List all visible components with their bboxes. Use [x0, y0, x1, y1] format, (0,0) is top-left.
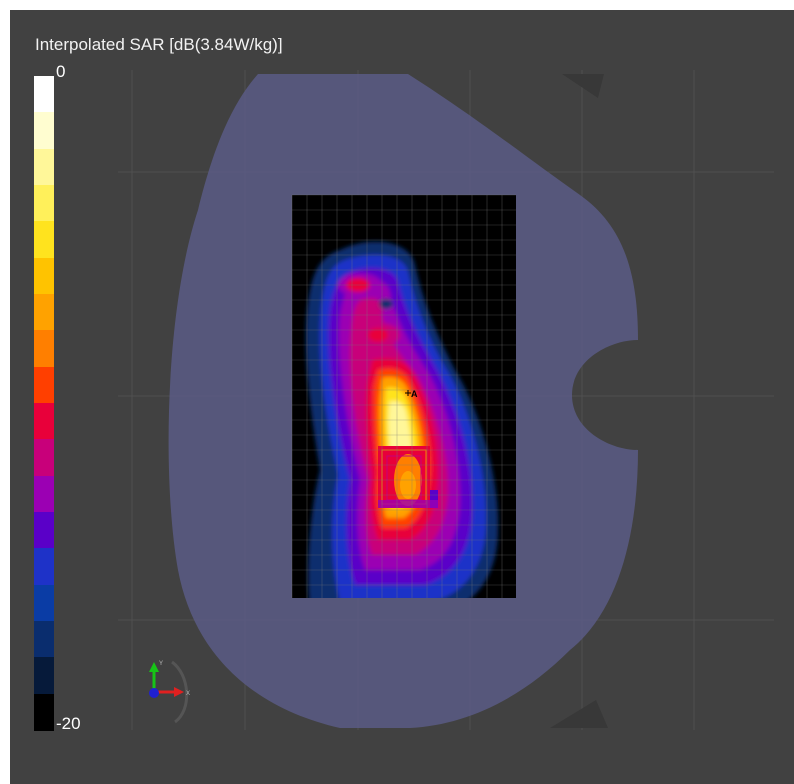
- scan-grid: [291, 194, 516, 598]
- colorbar-swatch: [34, 185, 54, 222]
- colorbar-swatch: [34, 76, 54, 113]
- colorbar-swatch: [34, 330, 54, 368]
- colorbar-swatch: [34, 693, 54, 731]
- colorbar-swatch: [34, 112, 54, 150]
- colorbar-swatch: [34, 366, 54, 404]
- colorbar-swatch: [34, 294, 54, 331]
- svg-text:A: A: [411, 389, 418, 399]
- colorbar-swatch: [34, 657, 54, 695]
- colorbar-swatch: [34, 512, 54, 549]
- sar-viewport[interactable]: A Y X Interpolated SAR [dB(3.84W/kg)] 0 …: [10, 10, 794, 784]
- colorbar-swatch: [34, 621, 54, 658]
- colorbar-swatch: [34, 439, 54, 477]
- colorbar-swatch: [34, 148, 54, 186]
- chart-title: Interpolated SAR [dB(3.84W/kg)]: [35, 35, 283, 54]
- shadow-bottom: [550, 700, 608, 728]
- marker-a: A: [405, 389, 418, 399]
- colorbar-swatch: [34, 548, 54, 586]
- shadow-top: [562, 74, 604, 98]
- colorbar-swatch: [34, 221, 54, 259]
- xyz-axis-icon[interactable]: Y X: [149, 660, 190, 724]
- colorbar-swatch: [34, 475, 54, 513]
- colorbar-min-label: -20: [56, 714, 81, 733]
- colorbar-max-label: 0: [56, 62, 66, 81]
- sar-scene: A Y X: [118, 70, 774, 730]
- svg-text:X: X: [186, 691, 190, 697]
- colorbar-swatch: [34, 584, 54, 622]
- colorbar-swatch: [34, 257, 54, 295]
- svg-text:Y: Y: [159, 661, 163, 667]
- device-outline: [378, 446, 438, 508]
- colorbar-swatch: [34, 403, 54, 440]
